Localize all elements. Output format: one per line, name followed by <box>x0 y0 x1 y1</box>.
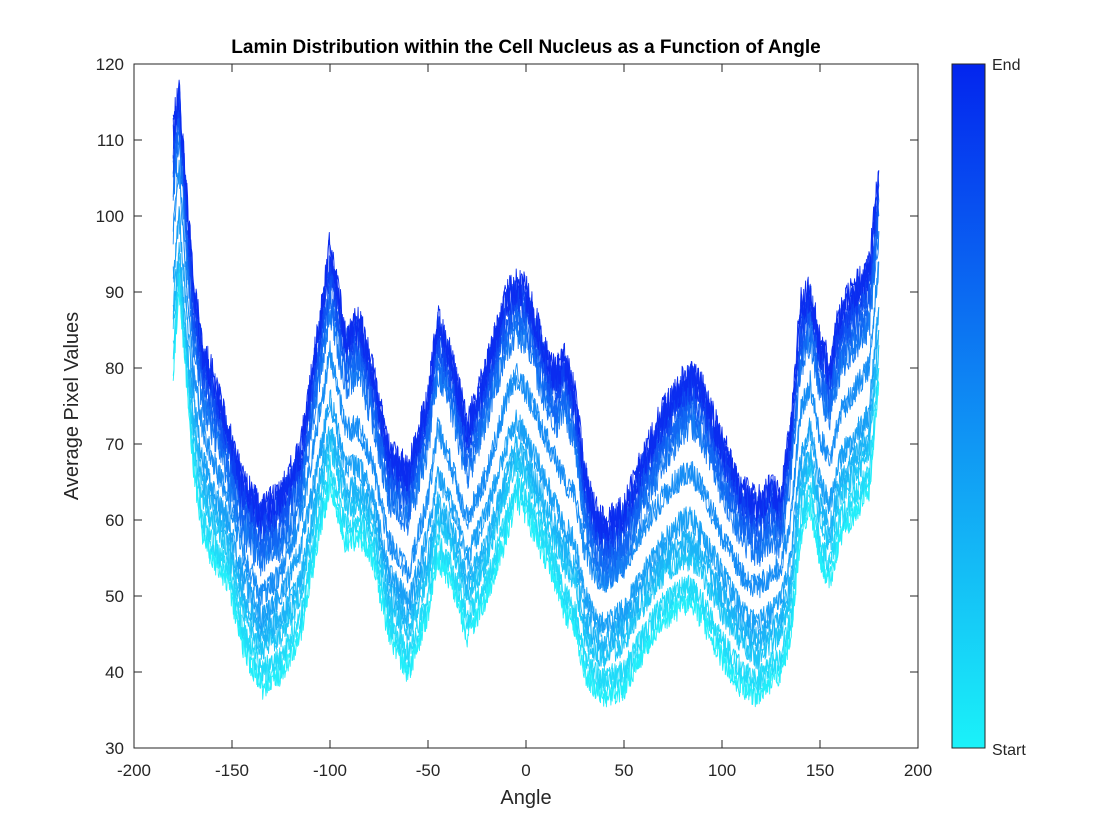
chart-title: Lamin Distribution within the Cell Nucle… <box>231 37 820 58</box>
x-tick-label: 0 <box>521 761 530 780</box>
x-axis-ticks: -200 -150 -100 -50 0 50 100 150 200 <box>117 64 932 780</box>
y-tick-label: 110 <box>97 131 124 150</box>
x-tick-label: -200 <box>117 761 151 780</box>
x-tick-label: -150 <box>215 761 249 780</box>
colorbar <box>951 63 986 749</box>
series-line <box>172 206 880 634</box>
x-axis-label: Angle <box>500 787 551 809</box>
y-axis-label: Average Pixel Values <box>61 312 83 500</box>
x-tick-label: 50 <box>615 761 634 780</box>
series-layer <box>172 79 880 708</box>
series-line <box>172 79 880 541</box>
y-tick-label: 100 <box>96 207 124 226</box>
x-tick-label: 150 <box>806 761 834 780</box>
x-tick-label: 100 <box>708 761 736 780</box>
series-line <box>172 261 880 669</box>
series-line <box>172 293 880 708</box>
x-tick-label: -50 <box>416 761 441 780</box>
series-line <box>172 159 880 606</box>
x-tick-label: 200 <box>904 761 932 780</box>
y-axis-ticks: 30 40 50 60 70 80 90 100 110 120 <box>96 55 918 758</box>
colorbar-end-label: End <box>992 57 1020 74</box>
y-tick-label: 40 <box>105 663 124 682</box>
y-tick-label: 120 <box>96 55 124 74</box>
y-tick-label: 70 <box>105 435 124 454</box>
series-line <box>172 212 880 636</box>
series-line <box>172 266 880 693</box>
y-tick-label: 80 <box>105 359 124 378</box>
y-tick-label: 90 <box>105 283 124 302</box>
y-tick-label: 50 <box>105 587 124 606</box>
y-tick-label: 30 <box>105 739 124 758</box>
y-tick-label: 60 <box>105 511 124 530</box>
colorbar-start-label: Start <box>992 742 1026 759</box>
x-tick-label: -100 <box>313 761 347 780</box>
